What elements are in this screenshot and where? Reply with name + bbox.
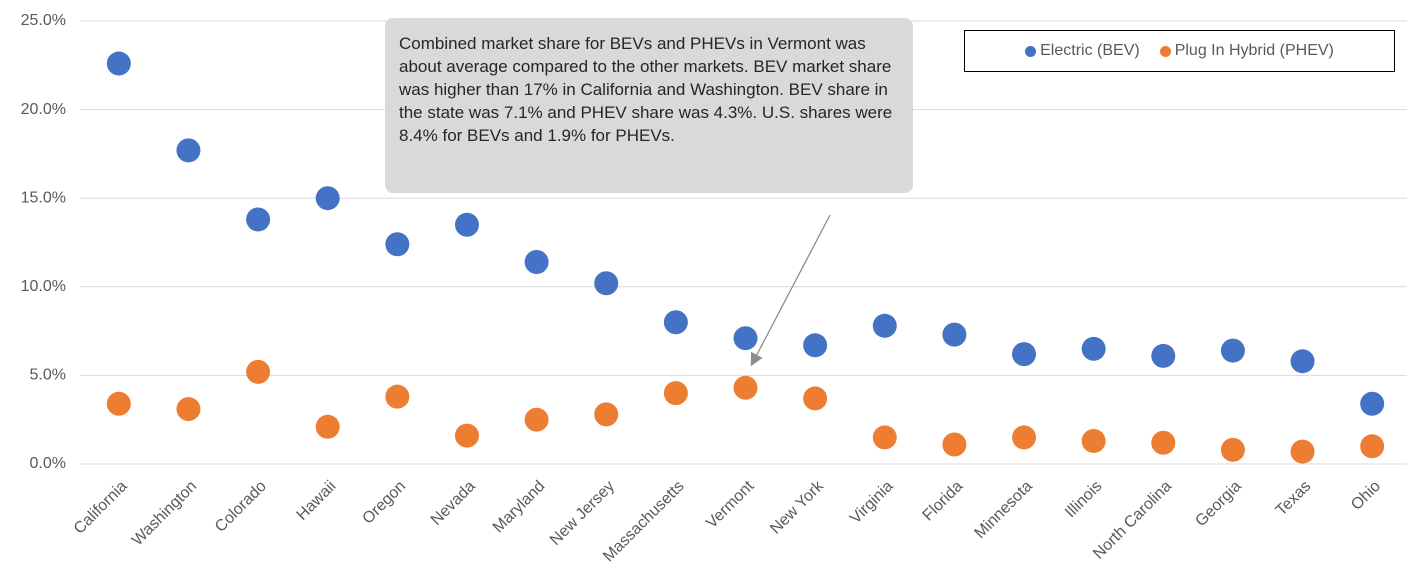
point xyxy=(176,397,201,422)
point xyxy=(803,386,828,411)
point xyxy=(733,326,758,351)
x-tick-label: Virginia xyxy=(847,478,897,528)
point xyxy=(1151,343,1176,368)
point xyxy=(1360,391,1385,416)
x-tick-label: Ohio xyxy=(1348,478,1384,514)
x-tick-label: Hawaii xyxy=(294,478,340,524)
point xyxy=(872,425,897,450)
legend-label: Plug In Hybrid (PHEV) xyxy=(1174,42,1334,59)
point xyxy=(1220,338,1245,363)
x-tick-label: New Jersey xyxy=(547,478,618,549)
point xyxy=(106,51,131,76)
y-tick-label: 0.0% xyxy=(30,455,66,472)
point xyxy=(663,310,688,335)
legend-item: Plug In Hybrid (PHEV) xyxy=(1159,42,1334,60)
x-tick-label: Florida xyxy=(920,478,967,525)
point xyxy=(663,381,688,406)
x-tick-label: Illinois xyxy=(1062,478,1105,521)
point xyxy=(246,359,271,384)
x-tick-label: California xyxy=(71,478,131,538)
x-tick-label: Texas xyxy=(1273,478,1315,520)
x-tick-label: Oregon xyxy=(359,478,409,528)
x-tick-label: Washington xyxy=(129,478,200,549)
point xyxy=(1081,428,1106,453)
annotation-arrow xyxy=(750,214,831,367)
y-tick-label: 20.0% xyxy=(21,101,66,118)
point xyxy=(1220,437,1245,462)
legend-swatch xyxy=(1025,45,1037,57)
point xyxy=(106,391,131,416)
point xyxy=(594,402,619,427)
legend-label: Electric (BEV) xyxy=(1040,42,1140,59)
point xyxy=(1151,430,1176,455)
x-tick-label: Nevada xyxy=(428,478,479,529)
point xyxy=(385,232,410,257)
legend: Electric (BEV) Plug In Hybrid (PHEV) xyxy=(964,30,1395,72)
x-tick-label: Maryland xyxy=(490,478,549,537)
point xyxy=(524,407,549,432)
point xyxy=(803,333,828,358)
point xyxy=(1012,425,1037,450)
point xyxy=(1012,342,1037,367)
point xyxy=(733,375,758,400)
point xyxy=(246,207,271,232)
point xyxy=(942,432,967,457)
y-tick-label: 25.0% xyxy=(21,12,66,29)
x-tick-label: Georgia xyxy=(1192,478,1244,530)
x-tick-label: Vermont xyxy=(703,477,758,532)
point xyxy=(872,313,897,338)
point xyxy=(524,249,549,274)
point xyxy=(1290,349,1315,374)
point xyxy=(1360,434,1385,459)
point xyxy=(454,212,479,237)
point xyxy=(454,423,479,448)
point xyxy=(176,138,201,163)
point xyxy=(942,322,967,347)
annotation: Combined market share for BEVs and PHEVs… xyxy=(385,18,913,193)
legend-swatch xyxy=(1159,45,1171,57)
point xyxy=(385,384,410,409)
y-tick-label: 15.0% xyxy=(21,189,66,206)
legend-item: Electric (BEV) xyxy=(1025,42,1140,60)
point xyxy=(594,271,619,296)
point xyxy=(315,186,340,211)
point xyxy=(315,414,340,439)
x-tick-label: Colorado xyxy=(212,478,270,536)
point xyxy=(1081,336,1106,361)
y-tick-label: 10.0% xyxy=(21,278,66,295)
y-tick-label: 5.0% xyxy=(30,367,66,384)
point xyxy=(1290,439,1315,464)
x-tick-label: New York xyxy=(767,477,828,538)
x-tick-label: Minnesota xyxy=(972,478,1036,542)
